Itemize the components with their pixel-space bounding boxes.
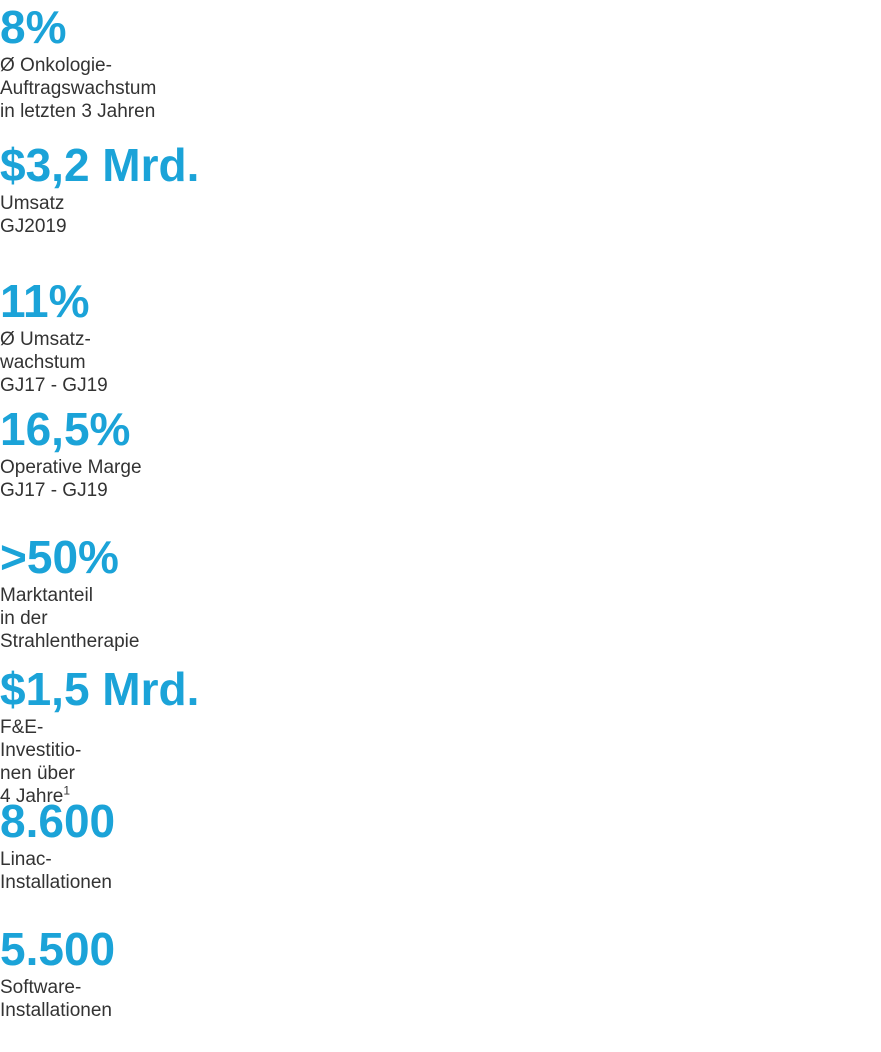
line-text: Operative Marge [0, 457, 142, 478]
kpi-card: 11% Ø Umsatz-wachstum GJ17 - GJ19 [0, 274, 436, 402]
kpi-description: Linac- Installationen [0, 848, 436, 894]
line-text: Linac- [0, 849, 52, 870]
description-line: Software- [0, 976, 400, 999]
description-line: Ø Umsatz- [0, 328, 436, 351]
kpi-description: Operative Marge GJ17 - GJ19 [0, 456, 400, 502]
description-line: wachstum [0, 351, 436, 374]
kpi-card: $3,2 Mrd. Umsatz GJ2019 [0, 138, 400, 274]
description-line: Strahlentherapie [0, 630, 436, 653]
page: 8% Ø Onkologie- Auftragswachstum in letzten… [0, 1, 200, 1021]
line-text: F&E- [0, 717, 44, 738]
kpi-figure: $1,5 Mrd. [0, 663, 200, 715]
line-text: GJ2019 [0, 216, 67, 237]
line-text: wachstum [0, 352, 86, 373]
kpi-figure: 8% [0, 1, 67, 53]
description-line: Investitio- [0, 739, 400, 762]
description-line: nen über [0, 762, 400, 785]
kpi-description: Marktanteil in der Strahlentherapie [0, 584, 436, 653]
line-text: Ø Umsatz- [0, 329, 91, 350]
description-line: in der [0, 607, 436, 630]
kpi-card: $1,5 Mrd. F&E- Investitio-nen über 4 Jahre1 [0, 662, 400, 807]
kpi-figure: 5.500 [0, 923, 116, 975]
description-line: Marktanteil [0, 584, 436, 607]
description-line: Linac- [0, 848, 436, 871]
kpi-figure: 11% [0, 275, 90, 327]
kpi-figure: $3,2 Mrd. [0, 139, 200, 191]
kpi-description: Ø Onkologie- Auftragswachstum in letzten 3… [0, 54, 436, 123]
kpi-card: 5.500 Software- Installationen [0, 922, 400, 1052]
description-line: Ø Onkologie- [0, 54, 436, 77]
line-text: Auftragswachstum [0, 78, 157, 99]
line-text: Installationen [0, 1000, 112, 1021]
kpi-card: >50% Marktanteil in der Strahlentherapie [0, 530, 436, 662]
description-line: in letzten 3 Jahren [0, 100, 436, 123]
line-text: Strahlentherapie [0, 631, 140, 652]
kpi-description: Software- Installationen [0, 976, 400, 1022]
description-line: GJ17 - GJ19 [0, 374, 436, 397]
line-text: Investitio- [0, 740, 82, 761]
kpi-card: 8.600 Linac- Installationen [0, 794, 436, 922]
kpi-card: 8% Ø Onkologie- Auftragswachstum in letzten… [0, 0, 436, 138]
line-text: Ø Onkologie- [0, 55, 112, 76]
description-line: Operative Marge [0, 456, 400, 479]
line-text: in letzten 3 Jahren [0, 101, 156, 122]
line-text: Umsatz [0, 193, 65, 214]
line-text: GJ17 - GJ19 [0, 480, 108, 501]
description-line: GJ17 - GJ19 [0, 479, 400, 502]
line-text: Installationen [0, 872, 112, 893]
kpi-description: Ø Umsatz-wachstum GJ17 - GJ19 [0, 328, 436, 397]
kpi-figure: 16,5% [0, 403, 131, 455]
description-line: F&E- [0, 716, 400, 739]
kpi-figure: >50% [0, 531, 119, 583]
description-line: Auftragswachstum [0, 77, 436, 100]
description-line: GJ2019 [0, 215, 400, 238]
description-line: Installationen [0, 871, 436, 894]
description-line: Installationen [0, 999, 400, 1022]
line-text: Marktanteil [0, 585, 93, 606]
line-text: nen über [0, 763, 76, 784]
kpi-description: Umsatz GJ2019 [0, 192, 400, 238]
description-line: Umsatz [0, 192, 400, 215]
line-text: in der [0, 608, 48, 629]
line-text: Software- [0, 977, 82, 998]
kpi-figure: 8.600 [0, 795, 116, 847]
line-text: GJ17 - GJ19 [0, 375, 108, 396]
kpi-card: 16,5% Operative Marge GJ17 - GJ19 [0, 402, 400, 530]
